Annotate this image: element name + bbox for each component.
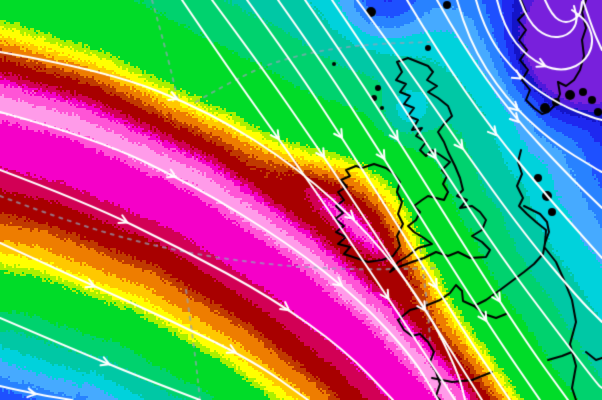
jetstream-wind-map [0,0,602,400]
coastline-streamline-overlay-canvas [0,0,602,400]
